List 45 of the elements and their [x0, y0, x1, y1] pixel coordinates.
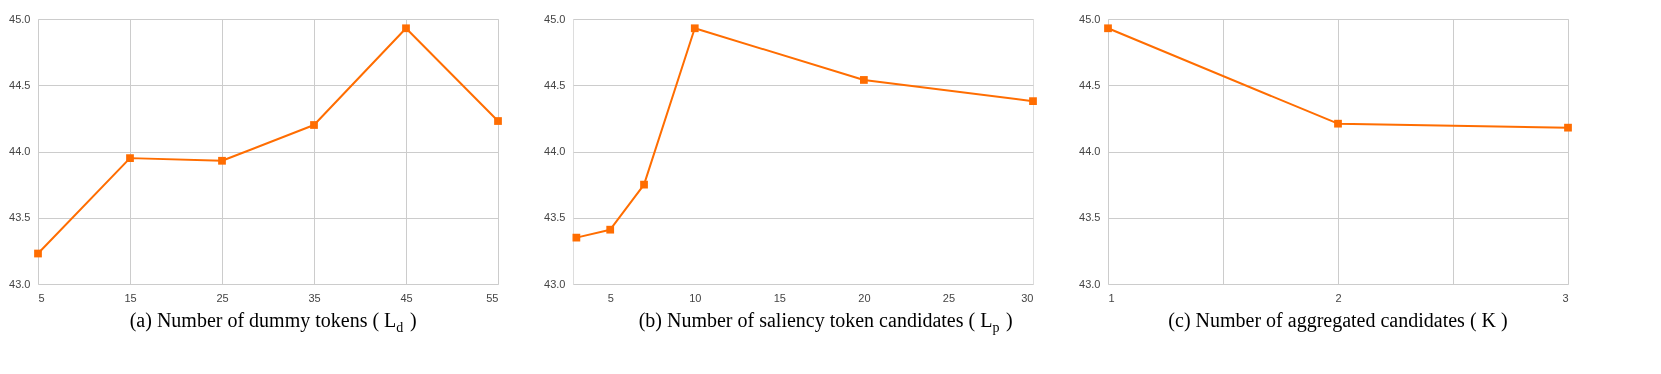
x-tick-label: 10: [689, 291, 702, 304]
point: [402, 24, 410, 33]
y-tick-label: 43.5: [544, 211, 566, 224]
y-tick-label: 43.0: [1079, 277, 1101, 290]
x-tick-label: 15: [124, 291, 137, 304]
y-tick-label: 43.5: [1079, 211, 1101, 224]
x-tick-label: 15: [773, 291, 786, 304]
point: [218, 156, 226, 165]
y-tick-label: 45.0: [9, 12, 31, 25]
x-tick-label: 2: [1335, 291, 1342, 304]
y-tick-label: 44.5: [9, 78, 31, 91]
y-tick-label: 43.5: [9, 211, 31, 224]
point: [606, 225, 615, 234]
y-tick-label: 44.5: [544, 78, 566, 91]
y-tick-label: 44.5: [1079, 78, 1101, 91]
x-tick-label: 45: [400, 291, 413, 304]
x-tick-label: 55: [486, 291, 499, 304]
y-tick-label: 44.0: [544, 145, 566, 157]
x-tick-label: 25: [216, 291, 229, 304]
y-tick-label: 44.0: [1079, 145, 1101, 157]
y-tick-label: 44.0: [9, 145, 31, 157]
point: [1104, 24, 1112, 33]
y-tick-label: 45.0: [544, 12, 566, 25]
point: [126, 154, 134, 162]
point: [34, 249, 42, 258]
point: [860, 76, 868, 84]
x-tick-label: 20: [858, 291, 871, 304]
point: [1029, 97, 1037, 106]
y-tick-label: 43.0: [9, 277, 31, 290]
point: [1334, 119, 1342, 128]
x-tick-label: 3: [1562, 291, 1569, 304]
y-tick-label: 43.0: [544, 277, 566, 290]
x-tick-label: 5: [607, 291, 614, 304]
point: [690, 24, 699, 33]
x-tick-label: 25: [942, 291, 956, 304]
x-tick-label: 5: [38, 291, 45, 304]
x-tick-label: 35: [308, 291, 321, 304]
y-tick-label: 45.0: [1079, 12, 1101, 25]
point: [640, 180, 648, 189]
point: [494, 117, 502, 125]
point: [1564, 123, 1572, 132]
x-tick-label: 1: [1108, 291, 1115, 304]
x-axis-title: (c) Number of aggregated candidates ( K ): [1168, 309, 1508, 332]
point: [310, 121, 318, 129]
x-tick-label: 30: [1021, 291, 1034, 304]
